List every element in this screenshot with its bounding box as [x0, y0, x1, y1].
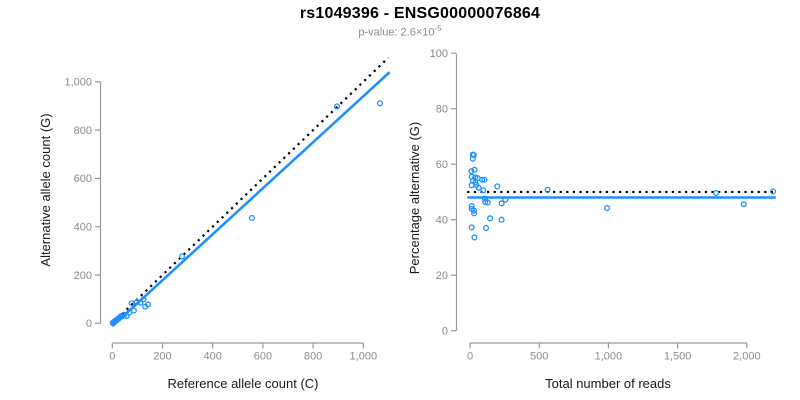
y-tick-label: 20	[436, 270, 448, 282]
y-tick-label: 1,000	[64, 77, 92, 89]
y-tick-label: 200	[74, 270, 92, 282]
data-point	[140, 296, 147, 303]
y-tick-label: 600	[74, 173, 92, 185]
data-point	[498, 216, 505, 223]
y-tick-label: 0	[442, 326, 448, 338]
x-tick-label: 0	[109, 351, 115, 363]
p-value-text: p-value: 2.6×10	[358, 26, 435, 39]
x-tick-label: 500	[530, 351, 548, 363]
regression-line	[111, 71, 391, 328]
x-tick-label: 600	[254, 351, 272, 363]
x-tick-label: 800	[304, 351, 322, 363]
data-point	[484, 199, 491, 206]
x-tick-label: 1,500	[664, 351, 692, 363]
page-title: rs1049396 - ENSG00000076864	[299, 5, 541, 22]
y-axis-title: Alternative allele count (G)	[38, 113, 53, 266]
y-tick-label: 800	[74, 125, 92, 137]
y-tick-label: 40	[436, 215, 448, 227]
data-point	[469, 155, 476, 162]
data-point	[498, 200, 505, 207]
x-tick-label: 1,000	[595, 351, 623, 363]
data-point	[144, 301, 151, 308]
x-tick-label: 0	[467, 351, 473, 363]
x-tick-label: 200	[153, 351, 171, 363]
y-tick-label: 400	[74, 222, 92, 234]
data-point	[179, 253, 186, 260]
data-point	[494, 183, 501, 190]
x-tick-label: 2,000	[733, 351, 761, 363]
y-tick-label: 60	[436, 159, 448, 171]
y-axis-title: Percentage alternative (G)	[407, 122, 422, 274]
data-point	[481, 195, 488, 202]
p-value-exponent: -5	[434, 24, 442, 33]
y-tick-label: 80	[436, 104, 448, 116]
data-point	[544, 186, 551, 193]
data-point	[713, 190, 720, 197]
data-point	[468, 168, 475, 175]
data-point	[470, 151, 477, 159]
x-tick-label: 1,000	[350, 351, 378, 363]
data-point	[470, 207, 477, 214]
data-point	[471, 166, 478, 173]
data-point	[603, 204, 611, 212]
data-point	[487, 215, 494, 222]
data-point	[128, 300, 135, 307]
right-plot: 0 500 1,000 1,500 2,000 0 20 40 60 80 100 Total num…	[407, 48, 777, 391]
data-point	[137, 299, 144, 306]
data-point	[133, 298, 140, 306]
x-tick-label: 400	[204, 351, 222, 363]
data-point	[376, 100, 383, 107]
x-axis-title: Reference allele count (C)	[167, 376, 318, 391]
data-point	[481, 176, 488, 183]
y-tick-label: 0	[86, 318, 92, 330]
data-point	[475, 184, 482, 191]
data-point	[471, 210, 478, 217]
data-point	[482, 198, 489, 205]
data-point	[471, 234, 478, 241]
p-value-subtitle: p-value: 2.6×10-5	[0, 24, 800, 39]
data-point	[130, 307, 137, 314]
data-point	[248, 214, 255, 222]
data-point	[468, 224, 475, 231]
data-point	[483, 224, 490, 232]
data-point	[479, 176, 486, 183]
data-point	[502, 196, 509, 203]
x-axis-title: Total number of reads	[545, 376, 671, 391]
identity-line	[111, 56, 390, 325]
y-tick-label: 100	[430, 48, 448, 60]
data-point	[333, 103, 340, 110]
left-plot: 0 200 400 600 800 1,000 0 200 400 600 800 1,000 Refe…	[38, 56, 391, 391]
data-point	[740, 201, 747, 208]
data-point	[770, 188, 777, 195]
data-point	[480, 187, 487, 194]
